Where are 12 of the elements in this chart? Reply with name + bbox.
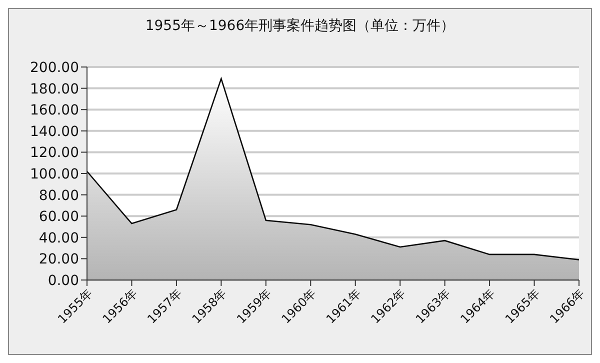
y-tick-label: 180.00: [30, 81, 79, 98]
y-tick-label: 100.00: [30, 166, 79, 182]
y-tick-label: 60.00: [38, 209, 79, 226]
y-tick-label: 160.00: [30, 102, 79, 119]
y-tick-label: 40.00: [38, 230, 79, 246]
y-tick-label: 120.00: [30, 145, 79, 162]
y-tick-label: 80.00: [38, 188, 79, 204]
y-tick-label: 200.00: [30, 60, 79, 76]
y-tick-label: 140.00: [30, 124, 79, 140]
chart-title: 1955年～1966年刑事案件趋势图（单位：万件）: [144, 17, 456, 35]
y-tick-label: 0.00: [48, 272, 79, 289]
y-tick-label: 20.00: [38, 252, 79, 268]
